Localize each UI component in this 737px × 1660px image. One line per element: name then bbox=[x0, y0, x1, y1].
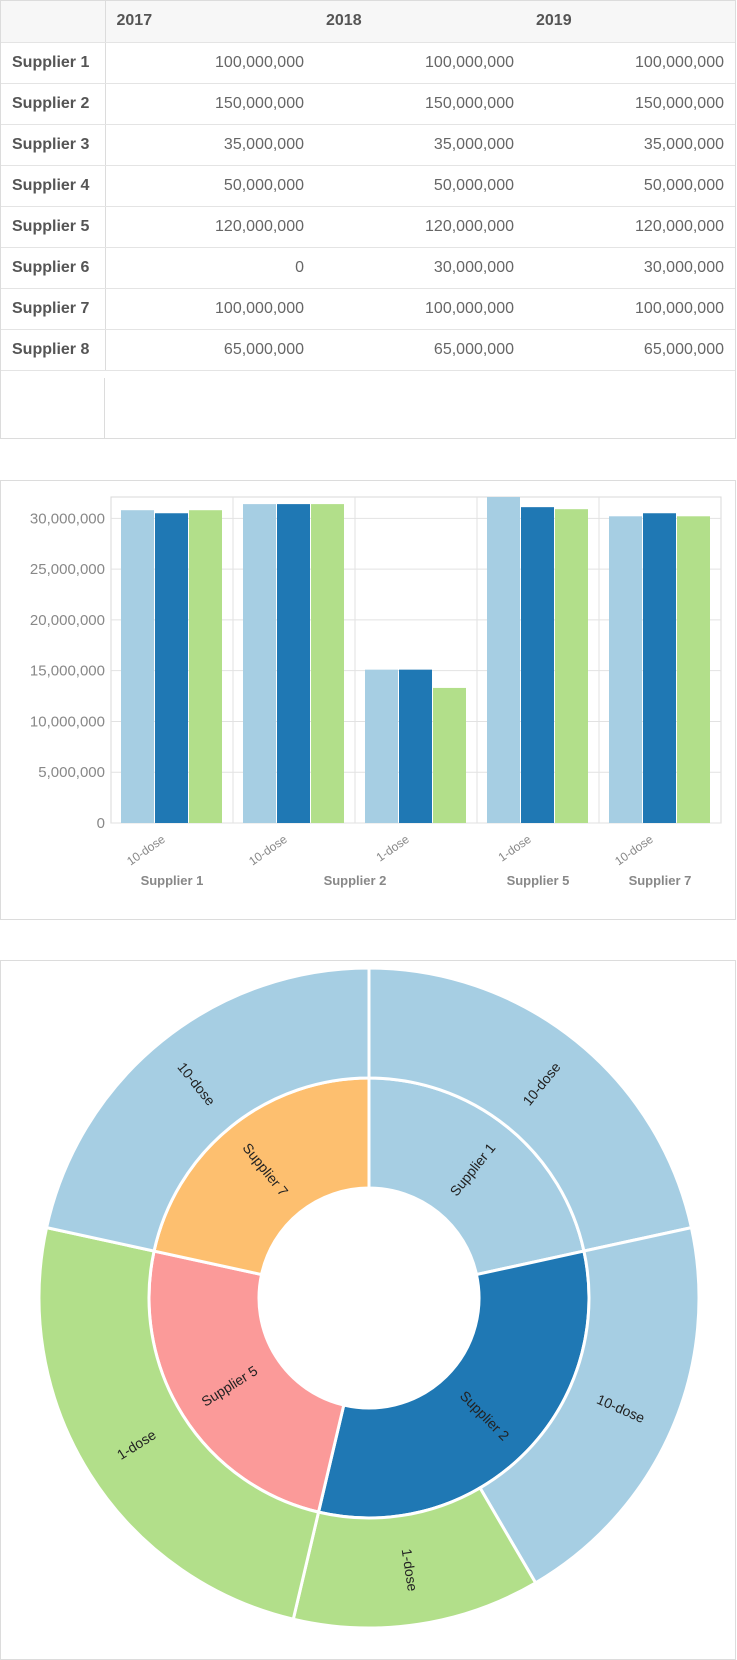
y-tick-label: 20,000,000 bbox=[30, 612, 105, 629]
column-header-2017[interactable]: 2017 bbox=[105, 1, 315, 43]
sunburst-outer-slice[interactable] bbox=[367, 966, 694, 1253]
table-cell[interactable]: 30,000,000 bbox=[525, 247, 735, 289]
bar[interactable] bbox=[609, 516, 642, 823]
table-row: Supplier 1 100,000,000 100,000,000 100,000,… bbox=[1, 42, 735, 84]
row-header: Supplier 7 bbox=[1, 288, 106, 330]
bar-chart: 0 5,000,000 10,000,000 15,000,000 20,000,000… bbox=[30, 496, 722, 888]
table-cell[interactable]: 120,000,000 bbox=[315, 206, 525, 248]
table-header-row: 2017 2018 2019 bbox=[1, 1, 735, 43]
table-cell[interactable]: 35,000,000 bbox=[315, 124, 525, 166]
x-category-label: 10-dose bbox=[246, 832, 290, 869]
bar[interactable] bbox=[243, 504, 276, 823]
bar[interactable] bbox=[155, 513, 188, 823]
table-cell[interactable]: 0 bbox=[105, 247, 315, 289]
y-tick-label: 30,000,000 bbox=[30, 510, 105, 527]
bar[interactable] bbox=[643, 513, 676, 823]
table-row: Supplier 8 65,000,000 65,000,000 65,000,000 bbox=[1, 329, 735, 371]
bar-chart-panel: 0 5,000,000 10,000,000 15,000,000 20,000,000… bbox=[0, 480, 736, 920]
table-cell[interactable]: 50,000,000 bbox=[105, 165, 315, 207]
column-header-2019[interactable]: 2019 bbox=[525, 1, 735, 43]
sunburst-panel: Supplier 1 Supplier 2 Supplier 5 Supplier 7… bbox=[0, 960, 736, 1660]
table-cell[interactable]: 100,000,000 bbox=[525, 288, 735, 330]
bar[interactable] bbox=[365, 669, 398, 823]
table-cell[interactable]: 35,000,000 bbox=[105, 124, 315, 166]
table-cell[interactable]: 65,000,000 bbox=[315, 329, 525, 371]
table-row: Supplier 5 120,000,000 120,000,000 120,000,… bbox=[1, 206, 735, 248]
bar[interactable] bbox=[311, 504, 344, 823]
table-cell[interactable]: 50,000,000 bbox=[525, 165, 735, 207]
bar[interactable] bbox=[121, 510, 154, 823]
row-header: Supplier 1 bbox=[1, 42, 106, 84]
table-cell[interactable]: 100,000,000 bbox=[105, 288, 315, 330]
table-cell[interactable]: 150,000,000 bbox=[315, 83, 525, 125]
supplier-table: 2017 2018 2019 Supplier 1 100,000,000 100,… bbox=[1, 1, 735, 371]
table-row: Supplier 3 35,000,000 35,000,000 35,000,000 bbox=[1, 124, 735, 166]
y-tick-label: 5,000,000 bbox=[38, 764, 105, 781]
row-header: Supplier 2 bbox=[1, 83, 106, 125]
table-body: Supplier 1 100,000,000 100,000,000 100,000,… bbox=[1, 42, 735, 371]
bar[interactable] bbox=[277, 504, 310, 823]
bar[interactable] bbox=[677, 516, 710, 823]
x-group-label: Supplier 1 bbox=[141, 873, 204, 888]
bar[interactable] bbox=[399, 669, 432, 823]
table-row: Supplier 2 150,000,000 150,000,000 150,000,… bbox=[1, 83, 735, 125]
y-tick-label: 10,000,000 bbox=[30, 713, 105, 730]
sunburst-outer-slice[interactable] bbox=[37, 1225, 321, 1622]
table-empty-area bbox=[1, 378, 105, 438]
table-cell[interactable]: 65,000,000 bbox=[525, 329, 735, 371]
table-cell[interactable]: 100,000,000 bbox=[315, 288, 525, 330]
y-tick-label: 25,000,000 bbox=[30, 561, 105, 578]
row-header: Supplier 5 bbox=[1, 206, 106, 248]
table-cell[interactable]: 120,000,000 bbox=[105, 206, 315, 248]
x-category-label: 10-dose bbox=[124, 832, 168, 869]
y-tick-label: 0 bbox=[97, 815, 105, 832]
bar[interactable] bbox=[521, 507, 554, 823]
row-header: Supplier 8 bbox=[1, 329, 106, 371]
y-tick-label: 15,000,000 bbox=[30, 663, 105, 680]
x-group-label: Supplier 2 bbox=[324, 873, 387, 888]
table-cell[interactable]: 50,000,000 bbox=[315, 165, 525, 207]
table-cell[interactable]: 150,000,000 bbox=[105, 83, 315, 125]
table-cell[interactable]: 100,000,000 bbox=[105, 42, 315, 84]
table-cell[interactable]: 150,000,000 bbox=[525, 83, 735, 125]
bar[interactable] bbox=[555, 509, 588, 823]
x-category-label: 1-dose bbox=[496, 832, 534, 865]
sunburst-outer-label: 1-dose bbox=[399, 1548, 421, 1593]
table-cell[interactable]: 120,000,000 bbox=[525, 206, 735, 248]
table-corner-cell bbox=[1, 1, 106, 43]
sunburst-outer-slice[interactable] bbox=[44, 966, 371, 1253]
x-group-label: Supplier 5 bbox=[507, 873, 570, 888]
row-header: Supplier 4 bbox=[1, 165, 106, 207]
table-row: Supplier 4 50,000,000 50,000,000 50,000,000 bbox=[1, 165, 735, 207]
table-cell[interactable]: 35,000,000 bbox=[525, 124, 735, 166]
x-category-label: 10-dose bbox=[612, 832, 656, 869]
data-table: 2017 2018 2019 Supplier 1 100,000,000 100,… bbox=[0, 0, 736, 439]
row-header: Supplier 6 bbox=[1, 247, 106, 289]
table-cell[interactable]: 100,000,000 bbox=[525, 42, 735, 84]
row-header: Supplier 3 bbox=[1, 124, 106, 166]
table-cell[interactable]: 65,000,000 bbox=[105, 329, 315, 371]
sunburst-outer-slice[interactable] bbox=[477, 1225, 701, 1585]
column-header-2018[interactable]: 2018 bbox=[315, 1, 525, 43]
x-category-label: 1-dose bbox=[374, 832, 412, 865]
table-cell[interactable]: 100,000,000 bbox=[315, 42, 525, 84]
bar[interactable] bbox=[189, 510, 222, 823]
table-row: Supplier 6 0 30,000,000 30,000,000 bbox=[1, 247, 735, 289]
table-row: Supplier 7 100,000,000 100,000,000 100,000,… bbox=[1, 288, 735, 330]
table-cell[interactable]: 30,000,000 bbox=[315, 247, 525, 289]
x-group-label: Supplier 7 bbox=[629, 873, 692, 888]
bar[interactable] bbox=[487, 497, 520, 823]
bar[interactable] bbox=[433, 687, 466, 823]
